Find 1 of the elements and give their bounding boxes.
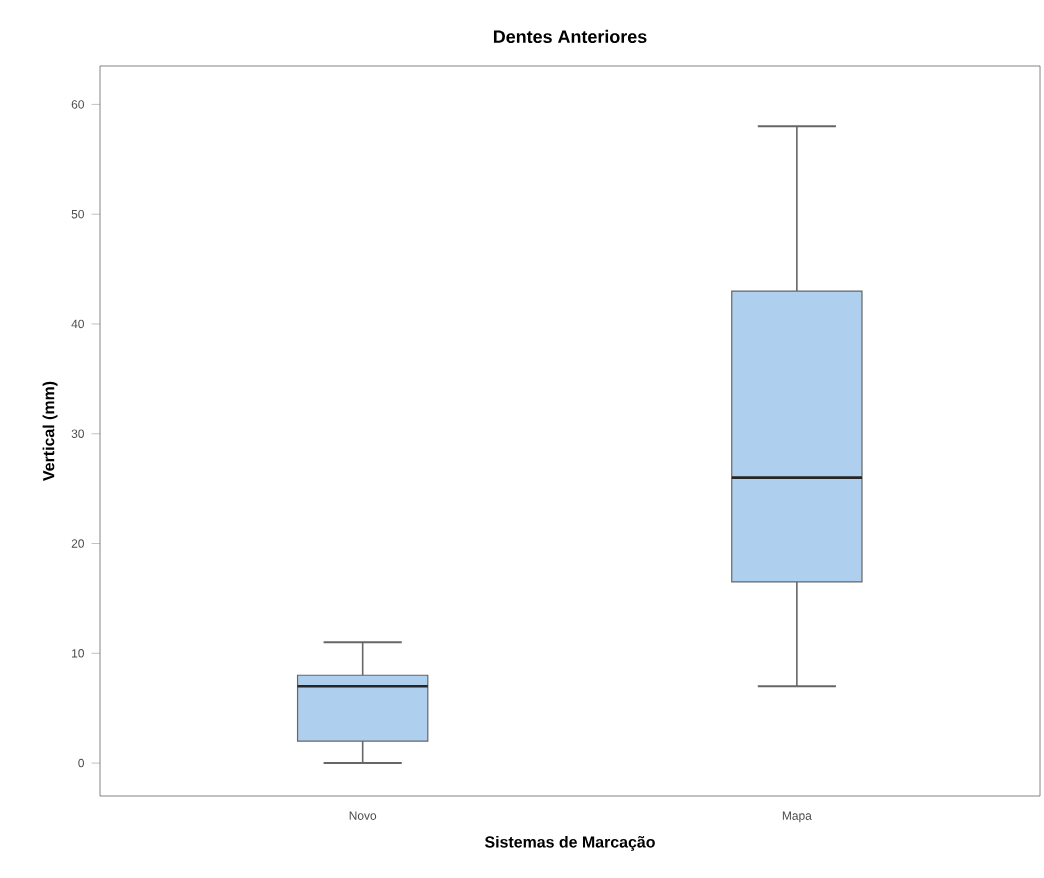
chart-title: Dentes Anteriores — [493, 29, 647, 44]
